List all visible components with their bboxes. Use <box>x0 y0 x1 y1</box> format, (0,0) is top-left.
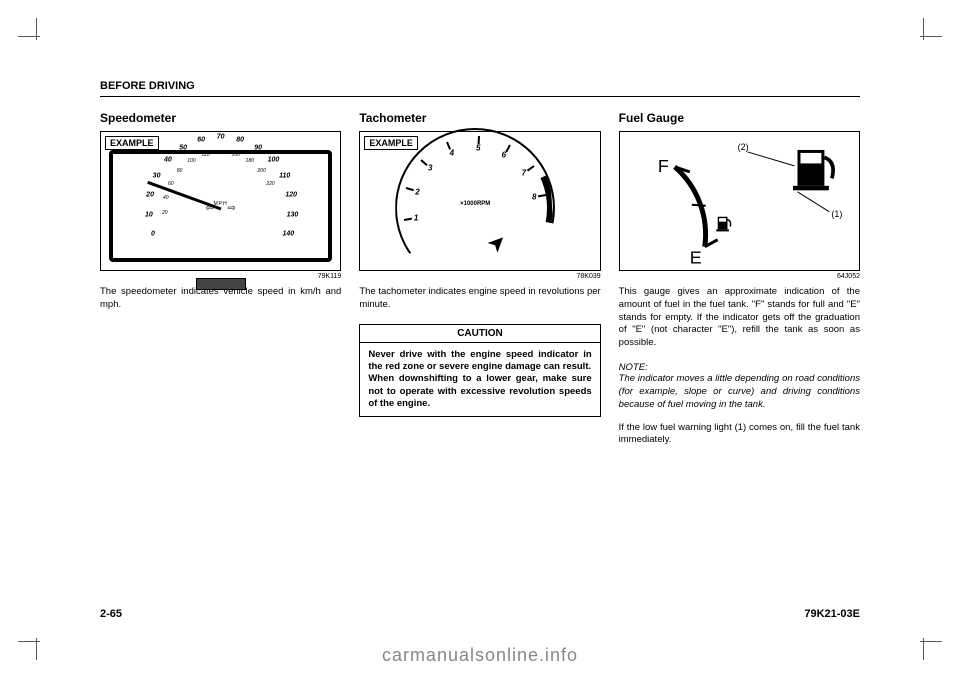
tacho-number: 7 <box>522 168 526 177</box>
speedometer-gauge: MPH ⇦ ⇨ 01020304050607080901001101201301… <box>101 132 340 270</box>
speedo-inner-number: 100 <box>187 158 195 164</box>
fuel-body-2: If the low fuel warning light (1) comes … <box>619 422 860 448</box>
turn-right-icon: ⇨ <box>227 203 235 214</box>
speedo-outer-number: 30 <box>153 173 161 180</box>
speedo-outer-number: 70 <box>217 134 225 141</box>
speedo-inner-number: 220 <box>266 181 274 187</box>
example-tag: EXAMPLE <box>364 136 418 150</box>
speedo-outer-number: 90 <box>254 144 262 151</box>
fuel-figure: F E <box>619 131 860 271</box>
page-footer: 2-65 79K21-03E <box>100 608 860 620</box>
watermark: carmanualsonline.info <box>0 645 960 666</box>
column-tachometer: Tachometer EXAMPLE ×1000RPM ➤ 12345678 7… <box>359 111 600 608</box>
fuel-pump-large-icon <box>793 150 833 190</box>
speedo-outer-number: 120 <box>285 191 297 198</box>
tacho-number: 8 <box>532 193 536 202</box>
tachometer-gauge: ×1000RPM ➤ 12345678 <box>395 128 555 288</box>
speedo-inner-number: 80 <box>177 168 183 174</box>
speedo-outer-number: 140 <box>282 230 294 237</box>
speedo-outer-number: 50 <box>179 144 187 151</box>
example-tag: EXAMPLE <box>105 136 159 150</box>
speedo-inner-number: 140 <box>216 150 224 156</box>
speedo-inner-number: 180 <box>246 158 254 164</box>
speedo-inner-number: 60 <box>168 181 174 187</box>
crop-mark <box>923 18 924 40</box>
caution-title: CAUTION <box>360 325 599 343</box>
speedo-outer-number: 130 <box>287 211 299 218</box>
speedo-outer-number: 20 <box>146 191 154 198</box>
speedo-outer-number: 110 <box>279 173 290 180</box>
fuel-empty-label: E <box>689 248 701 268</box>
figure-ref: 64J052 <box>619 273 860 280</box>
speedo-outer-number: 40 <box>164 157 172 164</box>
page-content: BEFORE DRIVING Speedometer EXAMPLE MPH ⇦… <box>100 80 860 620</box>
tacho-number: 5 <box>476 143 480 152</box>
speedo-outer-number: 60 <box>197 136 205 143</box>
section-header: BEFORE DRIVING <box>100 80 860 97</box>
speedo-inner-number: 120 <box>201 152 209 158</box>
speedo-inner-number: 160 <box>232 152 240 158</box>
speedometer-figure: EXAMPLE MPH ⇦ ⇨ 010203040506070809010011… <box>100 131 341 271</box>
tachometer-title: Tachometer <box>359 111 600 125</box>
pointer-arrow-icon: ➤ <box>482 228 513 259</box>
speedo-outer-number: 100 <box>268 157 280 164</box>
tacho-number: 4 <box>450 148 454 157</box>
columns: Speedometer EXAMPLE MPH ⇦ ⇨ 010203040506… <box>100 111 860 608</box>
column-speedometer: Speedometer EXAMPLE MPH ⇦ ⇨ 010203040506… <box>100 111 341 608</box>
tacho-number: 2 <box>415 187 419 196</box>
speedo-outer-number: 0 <box>151 230 155 237</box>
tachometer-figure: EXAMPLE ×1000RPM ➤ 12345678 <box>359 131 600 271</box>
doc-code: 79K21-03E <box>804 608 860 620</box>
caution-box: CAUTION Never drive with the engine spee… <box>359 324 600 418</box>
speedo-inner-number: 20 <box>162 210 168 216</box>
speedo-outer-number: 10 <box>145 211 153 218</box>
tachometer-body: The tachometer indicates engine speed in… <box>359 286 600 312</box>
fuel-title: Fuel Gauge <box>619 111 860 125</box>
note-label: NOTE: <box>619 362 860 373</box>
fuel-full-label: F <box>658 156 669 176</box>
note-body: The indicator moves a little depending o… <box>619 373 860 411</box>
speedo-outer-number: 80 <box>236 136 244 143</box>
caution-body: Never drive with the engine speed indica… <box>360 343 599 417</box>
speedo-inner-number: 40 <box>163 195 169 201</box>
page-number: 2-65 <box>100 608 122 620</box>
speedometer-needle <box>147 181 221 210</box>
tacho-number: 3 <box>428 164 432 173</box>
callout-1: (1) <box>831 209 842 219</box>
odometer <box>196 278 246 290</box>
column-fuel-gauge: Fuel Gauge F E <box>619 111 860 608</box>
fuel-gauge-svg: F E <box>620 132 859 272</box>
crop-mark <box>36 18 37 40</box>
speedo-inner-number: 200 <box>258 168 266 174</box>
callout-2: (2) <box>737 142 748 152</box>
rpm-label: ×1000RPM <box>460 201 490 207</box>
tacho-number: 1 <box>414 214 418 223</box>
fuel-body-1: This gauge gives an approximate indicati… <box>619 286 860 350</box>
fuel-pump-small-icon <box>716 217 730 232</box>
